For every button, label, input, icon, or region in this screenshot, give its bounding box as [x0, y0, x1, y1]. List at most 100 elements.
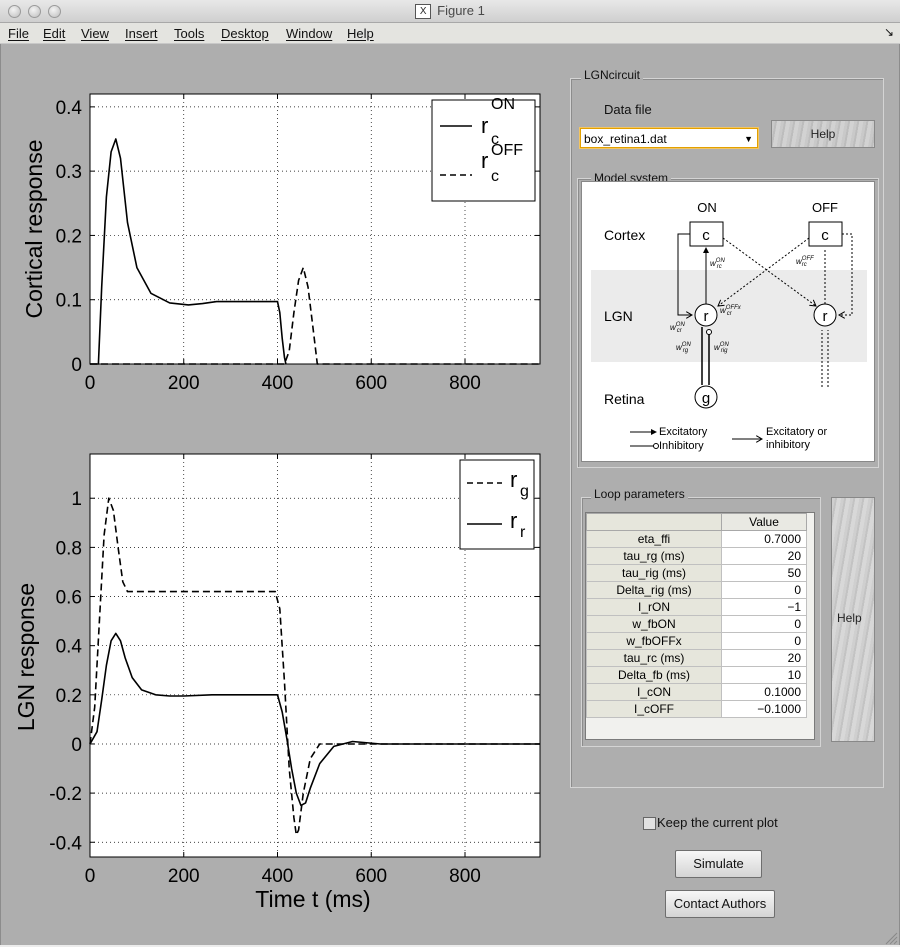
bottom_plot-series-0 — [89, 497, 540, 836]
data-file-dropdown[interactable]: box_retina1.dat ▼ — [580, 128, 758, 148]
parameters-table[interactable]: Value eta_ffi 0.7000 tau_rg (ms) 20 tau_rig … — [585, 512, 815, 740]
model-system-panel — [577, 178, 879, 468]
w-cr-offx: wOFFx cr — [720, 305, 742, 317]
param-value[interactable]: 0.1000 — [721, 683, 807, 701]
legend-excitatory: Excitatory — [659, 426, 708, 438]
lgncircuit-title: LGNcircuit — [581, 68, 644, 82]
menu-desktop[interactable]: Desktop — [221, 26, 269, 41]
top_plot-xtick-label: 0 — [85, 373, 96, 394]
param-value[interactable]: 20 — [721, 649, 807, 667]
retina-label: Retina — [604, 391, 645, 407]
cortex-on-box — [689, 221, 724, 247]
legend-top-1-sup: OFF — [491, 142, 523, 159]
cortical-response-plot: 0 200 400 600 800 0 0.1 0.2 0.3 0.4 Cortical resp… — [21, 93, 541, 394]
param-name: eta_ffi — [586, 530, 722, 548]
top_plot-series-0 — [90, 138, 287, 365]
table-row[interactable]: eta_ffi 0.7000 — [586, 530, 807, 548]
param-value[interactable]: 0.7000 — [721, 530, 807, 548]
close-window-button[interactable] — [8, 5, 21, 18]
param-value[interactable]: −0.1000 — [721, 700, 807, 718]
cortex-label: Cortex — [604, 227, 645, 243]
bottom_plot-ytick-label: 0 — [71, 735, 82, 756]
loop-parameters-panel — [581, 497, 821, 747]
top-lines — [90, 138, 540, 365]
top_plot-xtick-label: 800 — [449, 373, 481, 394]
param-name: I_cON — [586, 683, 722, 701]
data-file-label: Data file — [604, 102, 652, 117]
resize-grip-icon[interactable] — [884, 931, 898, 945]
param-name: tau_rc (ms) — [586, 649, 722, 667]
cortex-off-c: c — [821, 227, 829, 244]
table-row[interactable]: I_rON −1 — [586, 598, 807, 616]
title-bar: X Figure 1 — [0, 0, 900, 23]
lgn-label: LGN — [604, 308, 633, 324]
lgn-response-plot: 0 200 400 600 800 1 0.8 0.6 0.4 0.2 0 -0.2 -0.4 LGN … — [13, 453, 541, 912]
toolbar-toggle-icon[interactable]: ↘ — [883, 25, 894, 39]
param-value[interactable]: 0 — [721, 581, 807, 599]
menu-window[interactable]: Window — [286, 26, 333, 41]
param-value[interactable]: 0 — [721, 615, 807, 633]
param-name: I_cOFF — [586, 700, 722, 718]
legend-either-1: Excitatory or — [766, 426, 827, 438]
param-value[interactable]: 20 — [721, 547, 807, 565]
legend-top-0-base: r — [481, 113, 488, 138]
menu-view[interactable]: View — [81, 26, 109, 41]
simulate-button[interactable]: Simulate — [675, 850, 762, 878]
menu-tools[interactable]: Tools — [174, 26, 205, 41]
bottom_plot-series-1 — [89, 632, 540, 807]
param-value[interactable]: 10 — [721, 666, 807, 684]
table-row[interactable]: w_fbOFFx 0 — [586, 632, 807, 650]
param-value[interactable]: 50 — [721, 564, 807, 582]
bottom-grid — [90, 454, 540, 857]
table-row[interactable]: Delta_rig (ms) 0 — [586, 581, 807, 599]
param-value[interactable]: −1 — [721, 598, 807, 616]
top_plot-xtick-label: 600 — [355, 373, 387, 394]
menu-edit[interactable]: Edit — [43, 26, 66, 41]
table-row[interactable]: Delta_fb (ms) 10 — [586, 666, 807, 684]
parameters-help-button[interactable]: Help — [831, 497, 875, 742]
contact-authors-button[interactable]: Contact Authors — [665, 890, 775, 918]
bottom-legend: r g r r — [459, 459, 535, 550]
lgncircuit-panel — [570, 78, 884, 788]
menu-bar: File Edit View Insert Tools Desktop Wind… — [0, 23, 900, 44]
keep-plot-checkbox[interactable] — [643, 817, 656, 830]
menu-insert[interactable]: Insert — [125, 26, 158, 41]
legend-bot-0-sub: g — [520, 483, 529, 500]
data-file-help-button[interactable]: Help — [771, 120, 875, 148]
menu-help[interactable]: Help — [347, 26, 374, 41]
legend-top-1-base: r — [481, 148, 488, 173]
param-name: tau_rg (ms) — [586, 547, 722, 565]
dropdown-arrow-icon: ▼ — [744, 134, 753, 144]
table-row[interactable]: tau_rg (ms) 20 — [586, 547, 807, 565]
bottom_plot-ytick-label: -0.2 — [49, 784, 82, 805]
bottom_plot-ytick-label: -0.4 — [49, 833, 82, 854]
minimize-window-button[interactable] — [28, 5, 41, 18]
parameters-help-label: Help — [837, 611, 862, 625]
bottom-lines — [89, 497, 540, 836]
param-name: Delta_fb (ms) — [586, 666, 722, 684]
legend-bot-1-base: r — [510, 508, 517, 533]
table-filler-row — [586, 717, 807, 734]
menu-file[interactable]: File — [8, 26, 29, 41]
bottom_plot-ytick-label: 0.2 — [56, 686, 82, 707]
bottom_plot-ytick-label: 0.4 — [56, 637, 83, 658]
zoom-window-button[interactable] — [48, 5, 61, 18]
table-row[interactable]: w_fbON 0 — [586, 615, 807, 633]
bottom_plot-xtick-label: 600 — [355, 866, 387, 887]
data-file-value: box_retina1.dat — [584, 132, 667, 146]
table-row[interactable]: I_cOFF −0.1000 — [586, 700, 807, 718]
bottom_plot-xtick-label: 200 — [168, 866, 200, 887]
param-value[interactable]: 0 — [721, 632, 807, 650]
top_plot-series-1 — [90, 266, 540, 365]
table-row[interactable]: I_cON 0.1000 — [586, 683, 807, 701]
table-row[interactable]: tau_rc (ms) 20 — [586, 649, 807, 667]
legend-bot-0-base: r — [510, 467, 517, 492]
param-name: w_fbOFFx — [586, 632, 722, 650]
legend-top-0-sup: ON — [491, 96, 515, 113]
table-row[interactable]: tau_rig (ms) 50 — [586, 564, 807, 582]
top-legend: r c ON r c OFF — [431, 96, 536, 202]
bottom_plot-xtick-label: 0 — [85, 866, 96, 887]
w-rig-on: wON rig — [714, 342, 729, 354]
relay-on-r: r — [704, 308, 709, 325]
bottom_plot-ytick-label: 0.6 — [56, 588, 82, 609]
